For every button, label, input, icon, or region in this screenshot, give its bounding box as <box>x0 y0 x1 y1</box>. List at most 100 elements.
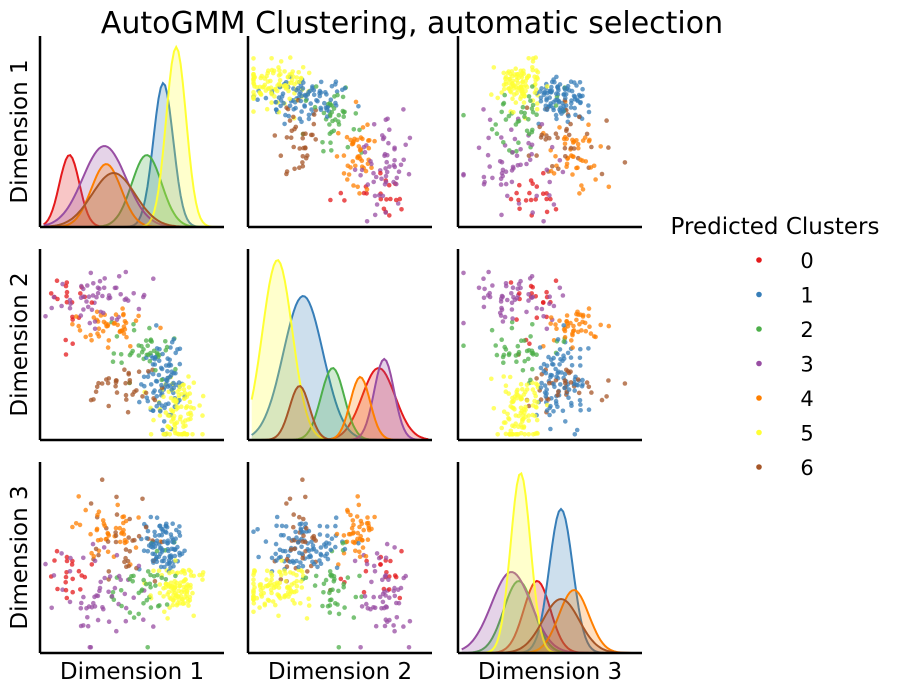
scatter-point-cluster-5 <box>532 413 538 419</box>
scatter-point-cluster-1 <box>324 524 330 529</box>
scatter-point-cluster-6 <box>553 378 559 383</box>
scatter-point-cluster-1 <box>287 103 293 109</box>
scatter-point-cluster-1 <box>157 546 163 551</box>
scatter-point-cluster-1 <box>542 383 548 388</box>
scatter-point-cluster-3 <box>362 594 368 599</box>
scatter-point-cluster-4 <box>120 306 125 311</box>
scatter-point-cluster-3 <box>403 142 409 148</box>
scatter-point-cluster-1 <box>295 85 301 91</box>
scatter-point-cluster-1 <box>300 563 306 569</box>
scatter-point-cluster-1 <box>575 382 581 388</box>
scatter-point-cluster-4 <box>122 319 128 324</box>
scatter-point-cluster-3 <box>549 144 555 150</box>
scatter-point-cluster-6 <box>303 494 308 500</box>
scatter-point-cluster-3 <box>90 293 96 298</box>
scatter-point-cluster-1 <box>561 109 566 114</box>
scatter-point-cluster-5 <box>177 583 183 588</box>
x-axis-label: Dimension 3 <box>478 659 622 685</box>
scatter-point-cluster-2 <box>313 573 319 579</box>
scatter-point-cluster-3 <box>81 307 86 312</box>
scatter-point-cluster-5 <box>273 602 278 608</box>
scatter-point-cluster-4 <box>598 322 603 328</box>
scatter-point-cluster-0 <box>397 196 403 202</box>
scatter-point-cluster-3 <box>387 595 392 600</box>
scatter-point-cluster-6 <box>291 114 296 120</box>
scatter-point-cluster-5 <box>516 413 522 419</box>
scatter-point-cluster-5 <box>507 374 513 380</box>
scatter-point-cluster-2 <box>499 337 505 343</box>
scatter-point-cluster-4 <box>350 141 356 147</box>
scatter-point-cluster-5 <box>535 101 540 106</box>
scatter-point-cluster-0 <box>544 289 549 295</box>
scatter-point-cluster-1 <box>167 383 173 388</box>
scatter-point-cluster-5 <box>200 413 205 418</box>
scatter-point-cluster-3 <box>374 202 380 207</box>
scatter-point-cluster-5 <box>534 68 539 73</box>
legend-item-cluster-3: 3 <box>756 353 814 377</box>
scatter-point-cluster-2 <box>327 610 333 615</box>
scatter-point-cluster-5 <box>186 603 191 608</box>
scatter-point-cluster-2 <box>359 594 364 599</box>
scatter-point-cluster-5 <box>182 430 187 436</box>
scatter-point-cluster-1 <box>156 400 162 406</box>
scatter-point-cluster-5 <box>288 570 293 575</box>
scatter-point-cluster-1 <box>296 564 301 570</box>
scatter-point-cluster-2 <box>493 343 499 348</box>
scatter-point-cluster-2 <box>534 112 539 117</box>
scatter-point-cluster-0 <box>399 548 404 554</box>
scatter-point-cluster-1 <box>323 105 329 110</box>
scatter-point-cluster-6 <box>568 369 573 375</box>
scatter-point-cluster-5 <box>188 573 194 578</box>
scatter-point-cluster-3 <box>151 624 156 629</box>
scatter-point-cluster-1 <box>171 546 176 552</box>
scatter-point-cluster-0 <box>523 198 529 203</box>
y-axis-label: Dimension 3 <box>7 485 33 629</box>
scatter-point-cluster-1 <box>299 544 304 550</box>
scatter-point-cluster-5 <box>183 405 189 411</box>
scatter-point-cluster-1 <box>307 553 313 558</box>
scatter-point-cluster-6 <box>576 114 582 120</box>
scatter-point-cluster-1 <box>553 112 559 118</box>
scatter-point-cluster-0 <box>64 595 70 601</box>
scatter-point-cluster-2 <box>136 611 141 617</box>
scatter-point-cluster-1 <box>171 337 176 342</box>
scatter-point-cluster-6 <box>311 112 317 117</box>
scatter-point-cluster-2 <box>522 114 527 119</box>
scatter-point-cluster-3 <box>526 140 531 146</box>
scatter-point-cluster-1 <box>168 553 174 558</box>
scatter-point-cluster-2 <box>154 548 160 554</box>
scatter-point-cluster-2 <box>320 140 325 145</box>
scatter-point-cluster-4 <box>570 328 576 334</box>
scatter-point-cluster-6 <box>543 137 548 142</box>
scatter-point-cluster-3 <box>529 142 535 148</box>
scatter-point-cluster-2 <box>528 98 533 103</box>
scatter-point-cluster-6 <box>284 135 290 140</box>
scatter-point-cluster-0 <box>386 587 392 592</box>
scatter-point-cluster-5 <box>489 92 494 97</box>
scatter-point-cluster-2 <box>351 615 357 620</box>
scatter-point-cluster-1 <box>544 107 550 113</box>
kde-fill-cluster-3 <box>43 146 221 227</box>
kde-fill-cluster-1 <box>43 83 221 227</box>
scatter-point-cluster-5 <box>163 410 169 415</box>
scatter-point-cluster-2 <box>114 334 120 339</box>
chart-title: AutoGMM Clustering, automatic selection <box>101 6 723 41</box>
scatter-point-cluster-5 <box>515 392 521 398</box>
scatter-point-cluster-3 <box>509 291 514 296</box>
scatter-point-cluster-2 <box>144 597 150 603</box>
scatter-point-cluster-0 <box>64 554 70 560</box>
scatter-point-cluster-2 <box>461 343 466 349</box>
scatter-point-cluster-3 <box>505 193 510 199</box>
scatter-point-cluster-6 <box>143 524 149 530</box>
scatter-point-cluster-5 <box>534 74 540 80</box>
scatter-point-cluster-4 <box>593 334 598 340</box>
scatter-point-cluster-3 <box>401 107 406 112</box>
scatter-point-cluster-4 <box>95 512 100 518</box>
scatter-point-cluster-5 <box>157 413 163 418</box>
scatter-point-cluster-4 <box>562 334 568 340</box>
scatter-point-cluster-4 <box>548 321 553 326</box>
scatter-point-cluster-6 <box>310 132 315 138</box>
scatter-point-cluster-5 <box>511 86 516 91</box>
scatter-point-cluster-3 <box>487 164 493 169</box>
